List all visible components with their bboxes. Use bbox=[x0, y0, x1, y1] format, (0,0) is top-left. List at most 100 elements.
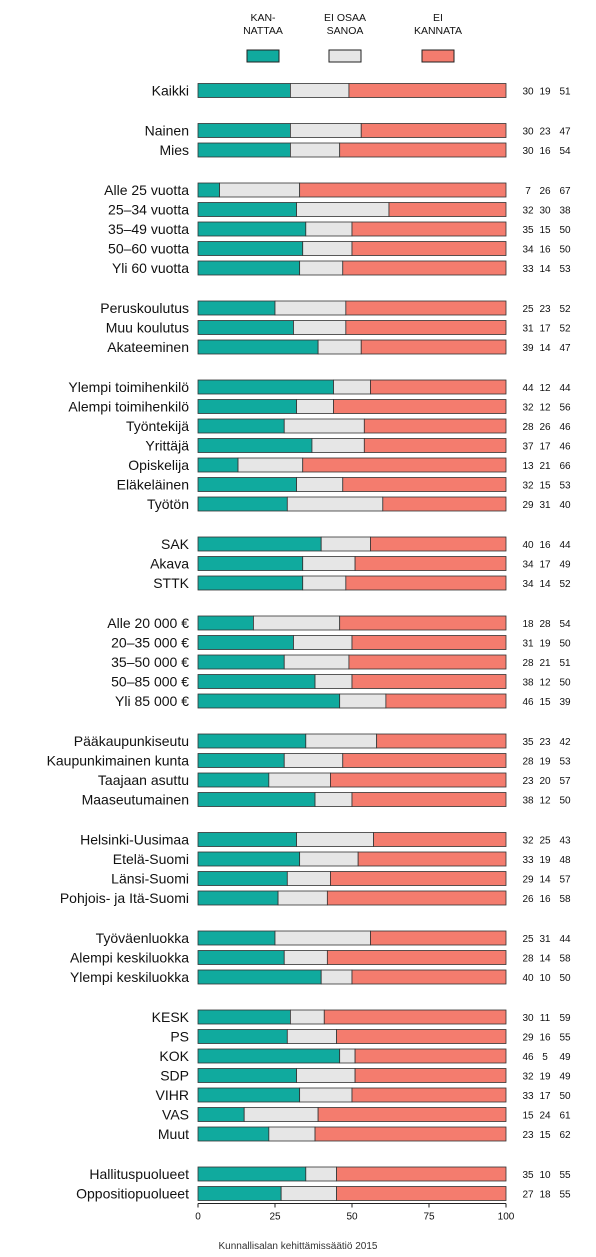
category-label: Pohjois- ja Itä-Suomi bbox=[60, 890, 189, 906]
bar-segment bbox=[197, 693, 341, 709]
bar-segment bbox=[197, 477, 297, 492]
chart-row: Alempi keskiluokka 28 14 58 bbox=[70, 950, 571, 966]
category-label: Helsinki-Uusimaa bbox=[80, 832, 189, 848]
value-label: 14 bbox=[539, 264, 551, 275]
bar-segment bbox=[370, 536, 507, 552]
x-tick-label: 50 bbox=[346, 1212, 358, 1223]
value-label: 49 bbox=[559, 1072, 571, 1083]
bar-segment bbox=[197, 1009, 291, 1025]
bar-segment bbox=[293, 635, 353, 650]
category-label: SDP bbox=[160, 1068, 189, 1084]
bar-segment bbox=[363, 438, 507, 453]
value-label: 53 bbox=[559, 757, 571, 768]
bar-segment bbox=[296, 202, 390, 217]
value-label: 54 bbox=[559, 619, 571, 630]
chart-row: Etelä-Suomi 33 19 48 bbox=[113, 851, 571, 867]
bar-segment bbox=[286, 496, 384, 512]
category-label: Muut bbox=[158, 1126, 189, 1142]
bar-segment bbox=[317, 339, 362, 355]
value-label: 26 bbox=[539, 422, 551, 433]
bar-segment bbox=[197, 792, 316, 807]
bar-segment bbox=[197, 182, 220, 198]
chart-row: Mies 30 16 54 bbox=[159, 142, 571, 158]
bar-segment bbox=[385, 693, 507, 709]
value-label: 32 bbox=[522, 206, 534, 217]
value-label: 31 bbox=[522, 324, 534, 335]
chart-row: Muut 23 15 62 bbox=[158, 1126, 571, 1142]
legend-label: SANOA bbox=[327, 25, 364, 37]
chart-row: Alle 20 000 € 18 28 54 bbox=[107, 615, 571, 631]
value-label: 46 bbox=[559, 422, 571, 433]
value-label: 66 bbox=[559, 461, 571, 472]
legend-swatch bbox=[421, 49, 455, 63]
category-label: PS bbox=[170, 1029, 189, 1045]
category-label: KESK bbox=[152, 1009, 190, 1025]
value-label: 28 bbox=[539, 619, 551, 630]
chart-row: Yli 60 vuotta 33 14 53 bbox=[112, 260, 571, 276]
bar-segment bbox=[289, 83, 350, 98]
chart-row: Helsinki-Uusimaa 32 25 43 bbox=[80, 832, 571, 848]
chart-row: VAS 15 24 61 bbox=[162, 1107, 571, 1123]
bar-segment bbox=[305, 1166, 337, 1182]
value-label: 34 bbox=[522, 245, 534, 256]
value-label: 38 bbox=[522, 678, 534, 689]
bar-segment bbox=[283, 654, 350, 670]
category-label: Yli 60 vuotta bbox=[112, 260, 189, 276]
chart-row: Työntekijä 28 26 46 bbox=[126, 418, 571, 434]
bar-segment bbox=[360, 339, 507, 355]
bar-segment bbox=[305, 733, 378, 749]
bar-segment bbox=[351, 635, 507, 650]
bar-segment bbox=[373, 832, 507, 847]
chart-row: Alle 25 vuotta 7 26 67 bbox=[104, 182, 571, 198]
value-label: 25 bbox=[522, 934, 534, 945]
value-label: 39 bbox=[559, 697, 571, 708]
category-label: Maaseutumainen bbox=[82, 792, 189, 808]
bar-segment bbox=[197, 832, 297, 847]
bar-segment bbox=[197, 772, 270, 788]
value-label: 32 bbox=[522, 1072, 534, 1083]
chart-row: VIHR 33 17 50 bbox=[156, 1087, 571, 1103]
category-label: Alle 25 vuotta bbox=[104, 182, 189, 198]
chart-row: Peruskoulutus 25 23 52 bbox=[100, 300, 571, 316]
bar-segment bbox=[351, 969, 507, 985]
category-label: 50–85 000 € bbox=[111, 674, 189, 690]
value-label: 28 bbox=[522, 757, 534, 768]
value-label: 21 bbox=[539, 658, 551, 669]
value-label: 44 bbox=[522, 383, 534, 394]
value-label: 13 bbox=[522, 461, 534, 472]
chart-row: Maaseutumainen 38 12 50 bbox=[82, 792, 571, 808]
chart-row: 50–60 vuotta 34 16 50 bbox=[108, 241, 571, 257]
value-label: 50 bbox=[559, 973, 571, 984]
value-label: 42 bbox=[559, 737, 571, 748]
value-label: 25 bbox=[522, 304, 534, 315]
value-label: 27 bbox=[522, 1190, 534, 1201]
x-tick-label: 75 bbox=[423, 1212, 435, 1223]
legend-label: KAN- bbox=[250, 12, 276, 24]
bar-segment bbox=[289, 1009, 325, 1025]
bar-segment bbox=[314, 674, 353, 689]
value-label: 10 bbox=[539, 973, 551, 984]
value-label: 58 bbox=[559, 894, 571, 905]
value-label: 20 bbox=[539, 776, 551, 787]
bar-segment bbox=[357, 851, 507, 867]
legend-swatch bbox=[328, 49, 362, 63]
bar-segment bbox=[197, 83, 291, 98]
value-label: 50 bbox=[559, 796, 571, 807]
bar-segment bbox=[351, 1087, 507, 1103]
bar-segment bbox=[320, 536, 371, 552]
category-label: Pääkaupunkiseutu bbox=[74, 733, 189, 749]
bar-segment bbox=[299, 260, 344, 276]
bar-segment bbox=[197, 399, 297, 414]
bar-segment bbox=[323, 1009, 507, 1025]
category-label: Työtön bbox=[147, 496, 189, 512]
bar-segment bbox=[333, 379, 371, 395]
value-label: 30 bbox=[522, 127, 534, 138]
value-label: 61 bbox=[559, 1111, 571, 1122]
bar-segment bbox=[197, 871, 288, 886]
bar-segment bbox=[299, 182, 507, 198]
legend-label: EI bbox=[433, 12, 443, 24]
category-label: Opiskelija bbox=[128, 457, 189, 473]
bar-segment bbox=[339, 693, 387, 709]
bar-segment bbox=[351, 792, 507, 807]
bar-segment bbox=[197, 457, 239, 473]
